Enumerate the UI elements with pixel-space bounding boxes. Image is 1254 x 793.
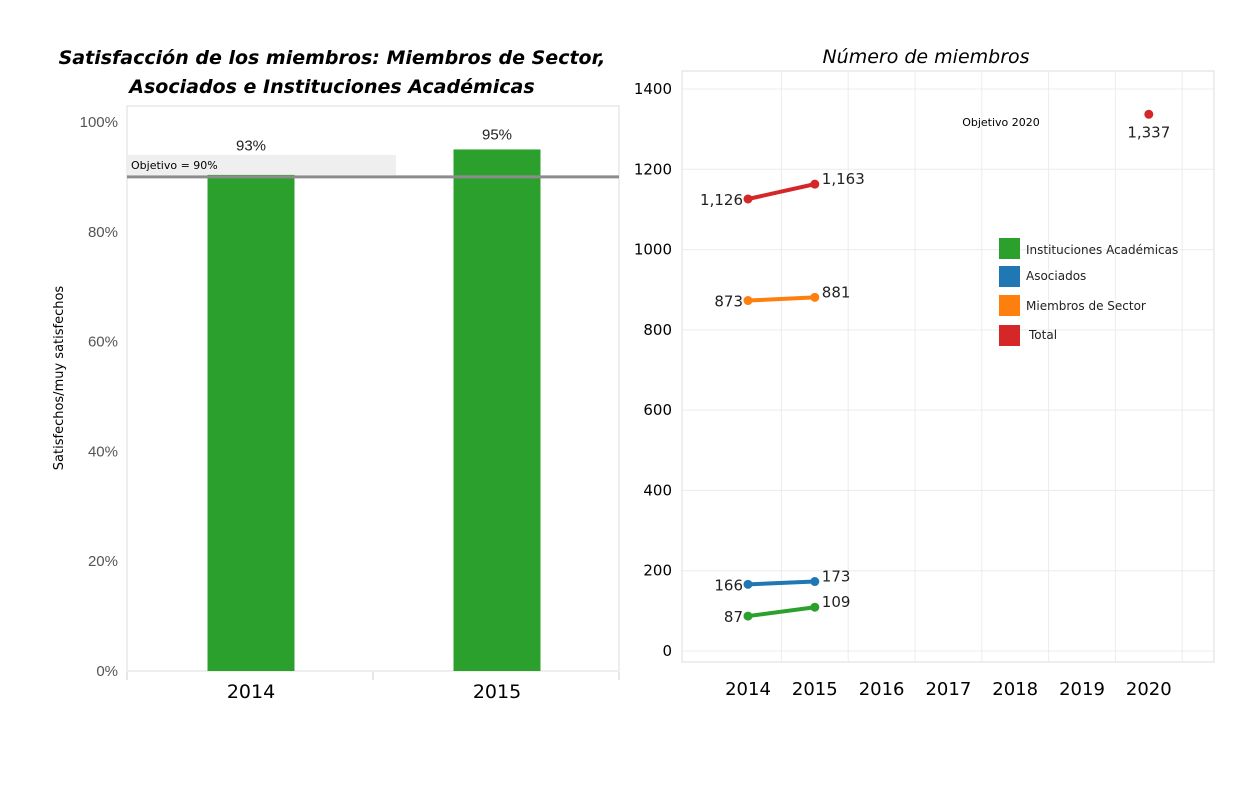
left-plot-frame [126,105,620,672]
right-x-tick-label: 2017 [925,679,971,700]
series-value-label-asociados: 173 [822,568,851,586]
right-y-tick-label: 400 [643,481,672,499]
series-value-label-instituciones-academicas: 109 [822,593,851,611]
series-value-label-instituciones-academicas: 87 [724,608,743,626]
right-x-tick-label: 2020 [1126,679,1172,700]
legend-label-asociados: Asociados [1026,269,1086,283]
left-y-ticks: 0% 20% 40% 60% 80% 100% [80,114,118,680]
series-line-total [746,182,817,201]
right-x-tick-label: 2018 [992,679,1038,700]
legend: Instituciones Académicas Asociados Miemb… [999,238,1178,346]
right-chart: Número de miembros 0 200 400 600 800 1000 1200… [634,46,1215,700]
series-value-label-miembros-de-sector: 881 [822,283,851,301]
target-2020-annotation: Objetivo 2020 [962,116,1040,129]
left-y-tick-label: 40% [88,443,118,460]
right-y-tick-label: 1200 [634,160,672,178]
left-y-tick-label: 80% [88,224,118,241]
series-value-label-total: 1,163 [822,170,865,188]
series-point-miembros-de-sector [810,292,820,302]
target-2020-value-label: 1,337 [1127,123,1170,141]
bar-2014 [207,160,295,671]
legend-label-miembros-de-sector: Miembros de Sector [1026,299,1146,313]
right-x-ticks: 2014 2015 2016 2017 2018 2019 2020 [725,679,1172,700]
legend-swatch-total [999,325,1020,346]
legend-swatch-miembros-de-sector [999,295,1020,316]
series-line-miembros-de-sector [746,295,817,303]
series-point-total [810,179,820,189]
x-tick-label-2015: 2015 [473,681,521,703]
target-2020-point [1144,109,1154,119]
target-label: Objetivo = 90% [131,159,218,172]
right-x-tick-label: 2016 [859,679,905,700]
target-label-background [128,154,396,175]
legend-label-instituciones-academicas: Instituciones Académicas [1026,243,1178,257]
series-line-instituciones-academicas [746,605,817,619]
legend-label-total: Total [1028,328,1057,342]
right-y-tick-label: 1400 [634,80,672,98]
right-y-tick-label: 200 [643,562,672,580]
series-point-miembros-de-sector [743,296,753,306]
series-value-label-total: 1,126 [700,191,743,209]
left-y-tick-label: 100% [80,114,118,131]
right-y-tick-label: 800 [643,321,672,339]
left-y-tick-label: 60% [88,334,118,351]
series-point-asociados [810,577,820,587]
bar-value-label-2015: 95% [482,126,512,143]
right-plot-frame [681,70,1215,663]
left-chart: Satisfacción de los miembros: Miembros d… [52,47,620,703]
series-point-asociados [743,579,753,589]
bar-2015 [453,149,541,671]
right-chart-title: Número de miembros [822,46,1029,68]
series-point-total [743,194,753,204]
left-bars [207,149,541,671]
right-y-tick-label: 1000 [634,241,672,259]
series-line-asociados [746,579,817,587]
left-chart-title-line1: Satisfacción de los miembros: Miembros d… [59,47,606,69]
right-x-tick-label: 2019 [1059,679,1105,700]
x-tick-label-2014: 2014 [227,681,275,703]
right-x-tick-label: 2014 [725,679,771,700]
right-series: 87 109 166 173 873 881 1,126 1,163 [700,170,865,626]
left-y-tick-label: 0% [96,663,118,680]
left-chart-title-line2: Asociados e Instituciones Académicas [127,76,534,98]
right-grid [682,71,1214,662]
right-y-tick-label: 0 [662,642,672,660]
series-value-label-asociados: 166 [714,576,743,594]
series-point-instituciones-academicas [743,611,753,621]
bar-value-label-2014: 93% [236,137,266,154]
legend-swatch-asociados [999,266,1020,287]
right-x-tick-label: 2015 [792,679,838,700]
right-y-tick-label: 600 [643,401,672,419]
left-y-tick-label: 20% [88,553,118,570]
series-value-label-miembros-de-sector: 873 [714,293,743,311]
right-y-ticks: 0 200 400 600 800 1000 1200 1400 [634,80,672,660]
legend-swatch-instituciones-academicas [999,238,1020,259]
series-point-instituciones-academicas [810,602,820,612]
left-chart-y-axis-label: Satisfechos/muy satisfechos [52,286,67,471]
